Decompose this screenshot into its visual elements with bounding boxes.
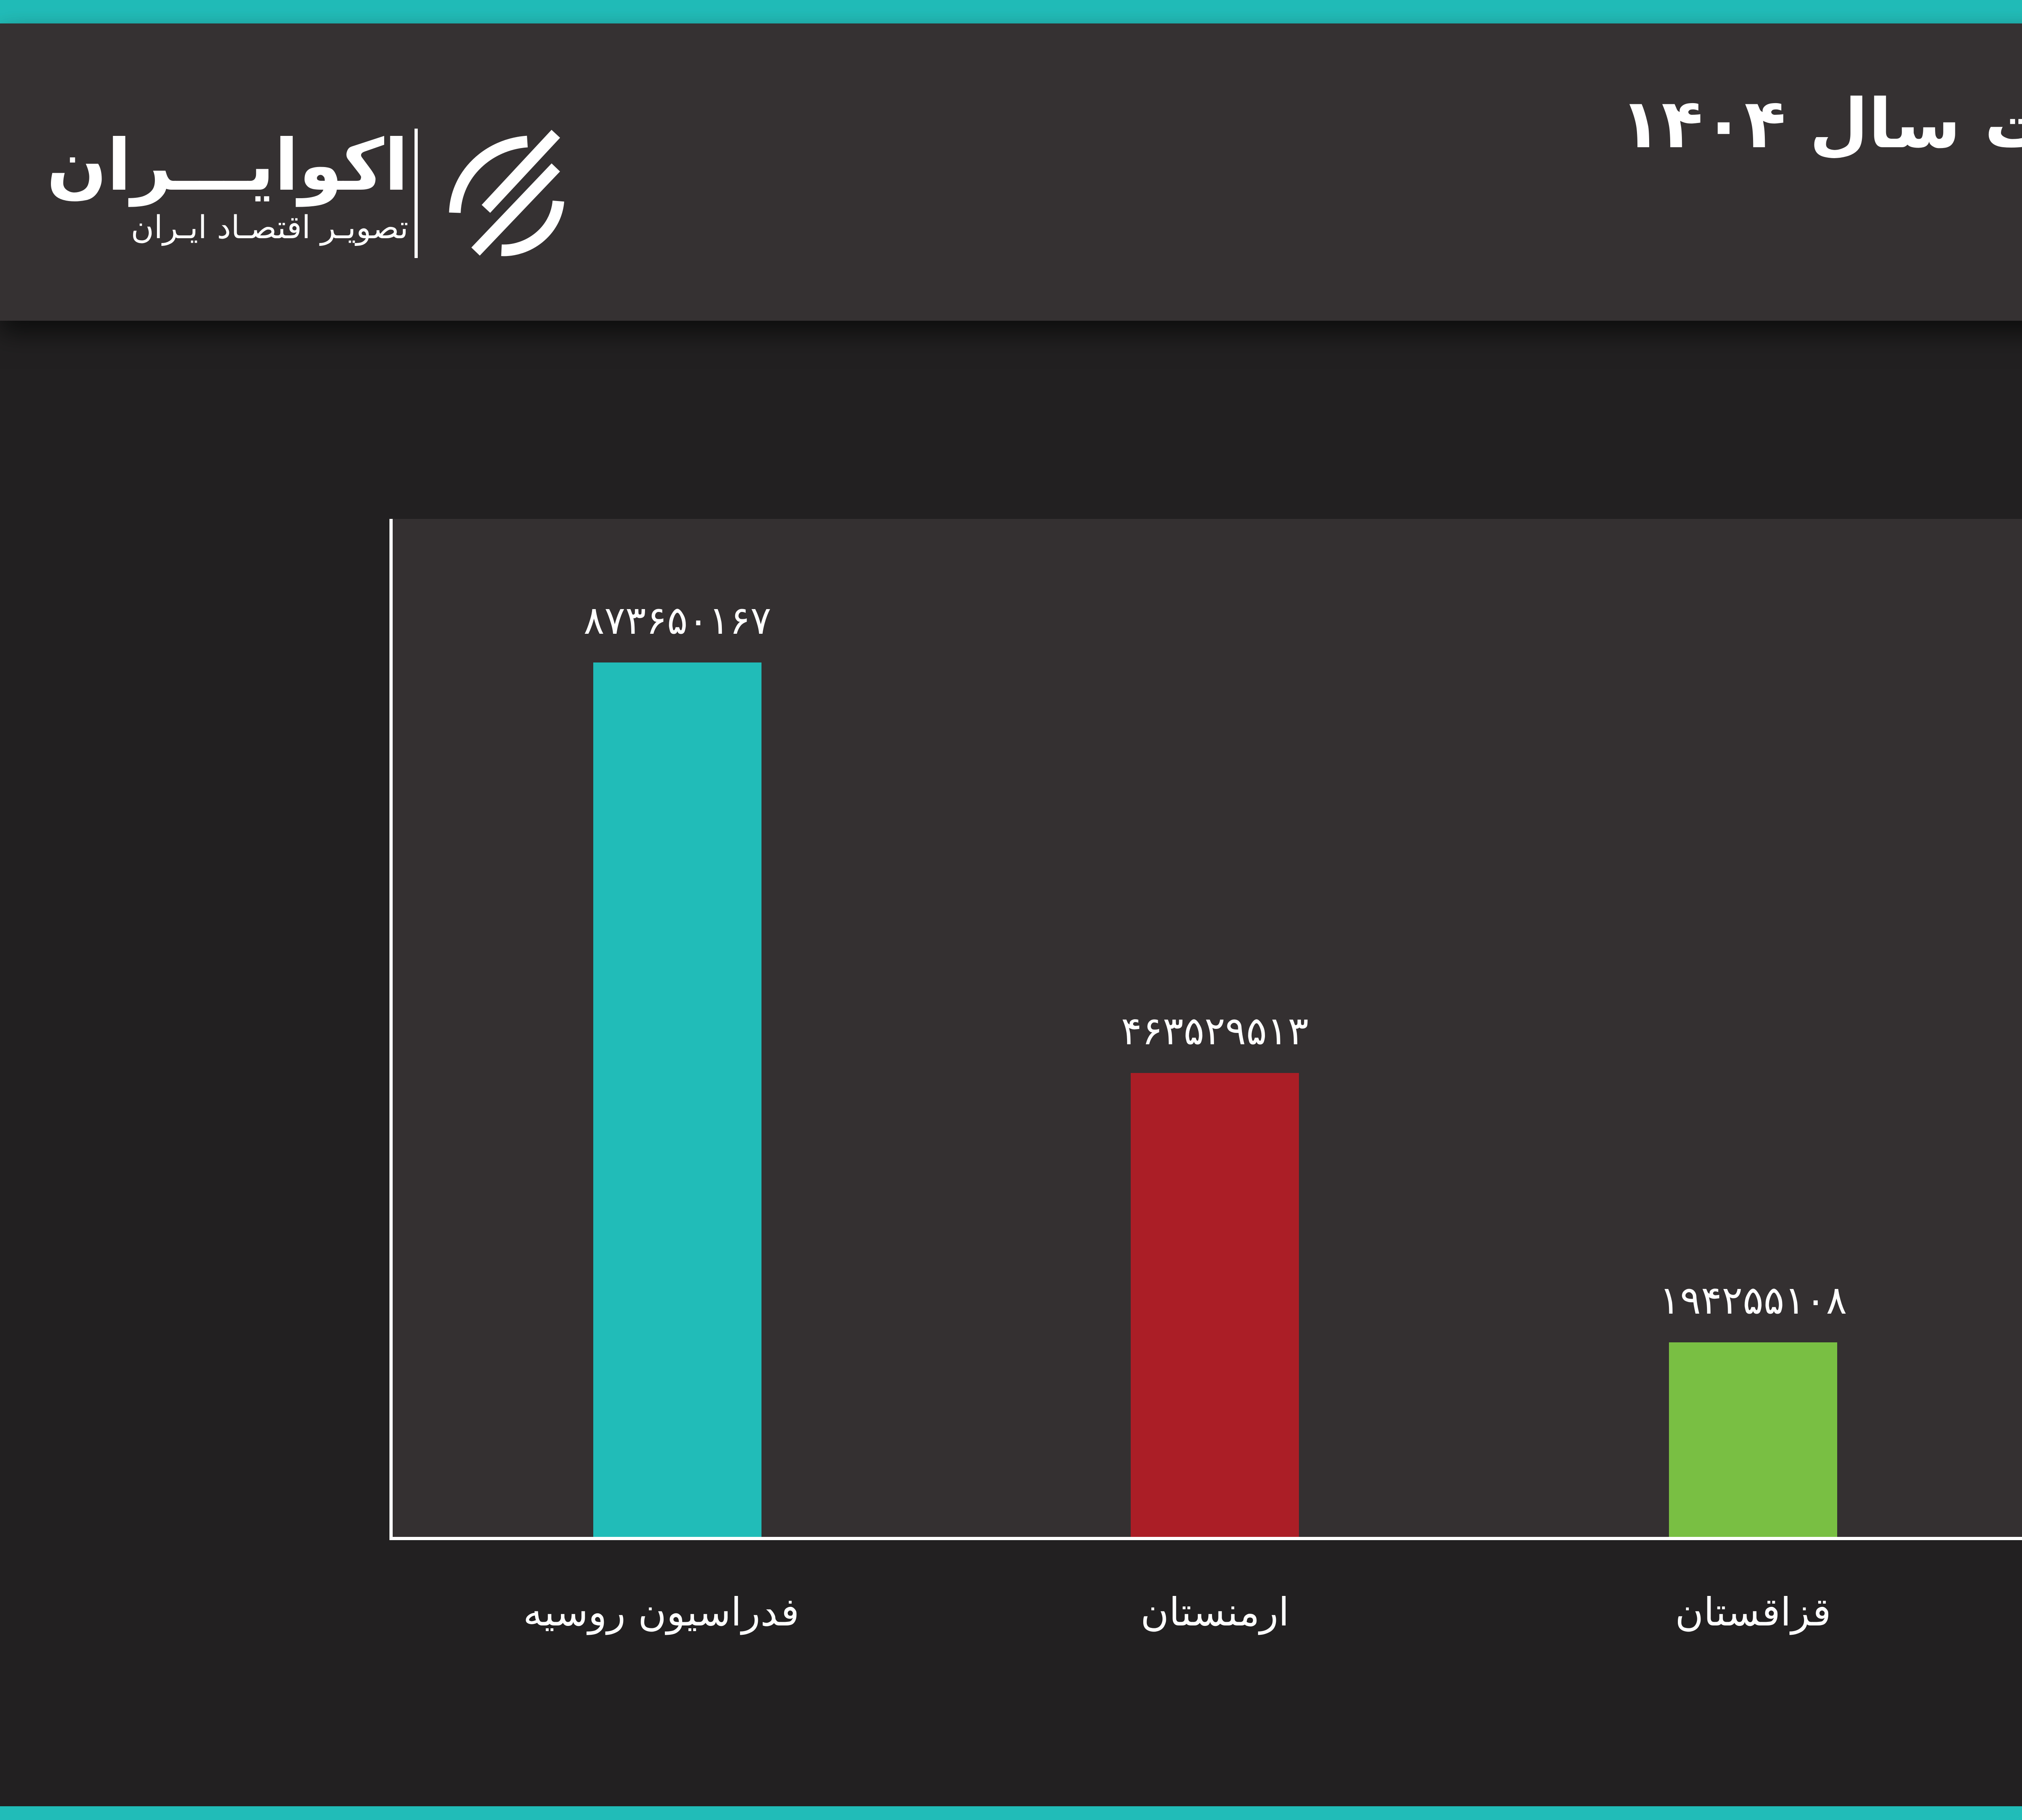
bar-value-label: ۱۹۴۲۵۵۱۰۸ (1659, 1278, 1847, 1323)
bar (1669, 1342, 1837, 1537)
bottom-accent-stripe (0, 1806, 2022, 1820)
logo-tagline: تصویـر اقتصـاد ایـران (131, 210, 408, 246)
logo-divider (415, 129, 418, 258)
ecoiran-logo-icon (449, 129, 565, 256)
category-label: فدراسیون روسیه (523, 1589, 799, 1635)
brand-logo: اکوایـــران تصویـر اقتصـاد ایـران (47, 125, 578, 262)
category-label: قزاقستان (1675, 1589, 1831, 1635)
top-accent-stripe (0, 0, 2022, 23)
bar-value-label: ۴۶۳۵۲۹۵۱۳ (1121, 1008, 1309, 1054)
category-label: ارمنستان (1140, 1589, 1289, 1635)
bar (593, 662, 761, 1537)
y-axis-line (389, 519, 393, 1540)
x-axis-line (389, 1537, 2022, 1540)
bar (1131, 1073, 1299, 1537)
chart-title: ارزش دلاری صادرات ۹ ماهه نخست سال ۱۴۰۴ (1620, 84, 2022, 163)
logo-name: اکوایـــران (47, 125, 408, 207)
bar-value-label: ۸۷۳۶۵۰۱۶۷ (583, 598, 772, 643)
header-bar: ارزش دلاری صادرات ۹ ماهه نخست سال ۱۴۰۴ ا… (0, 23, 2022, 321)
